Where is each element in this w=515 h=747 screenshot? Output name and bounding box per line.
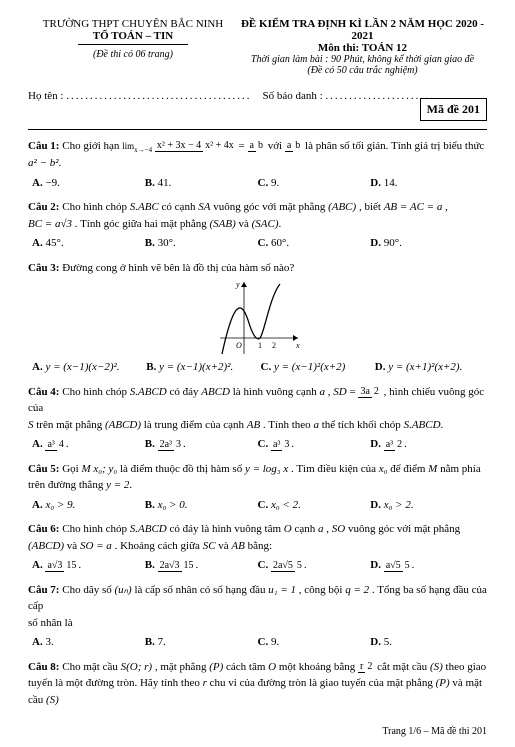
q6-D: D. a√55. bbox=[370, 557, 483, 574]
q1-B: B. 41. bbox=[145, 175, 258, 192]
question-3: Câu 3: Đường cong ở hình vẽ bên là đồ th… bbox=[28, 260, 487, 376]
q1-frac3: ab bbox=[285, 141, 302, 151]
svg-text:y: y bbox=[235, 280, 240, 289]
q1-frac1: x² + 3x − 4x² + 4x bbox=[155, 141, 236, 151]
q2-C: C. 60°. bbox=[258, 235, 371, 252]
exam-title: ĐỀ KIỂM TRA ĐỊNH KÌ LẦN 2 NĂM HỌC 2020 -… bbox=[238, 18, 487, 42]
q4-B: B. 2a³3. bbox=[145, 436, 258, 453]
underline-left bbox=[78, 44, 188, 45]
q1-A: A. −9. bbox=[32, 175, 145, 192]
q1-eq: = bbox=[239, 140, 248, 152]
school-name: TRƯỜNG THPT CHUYÊN BẮC NINH bbox=[28, 18, 238, 30]
q3-A: A. y = (x−1)(x−2)². bbox=[32, 359, 140, 376]
q3-D: D. y = (x+1)²(x+2). bbox=[375, 359, 483, 376]
svg-text:O: O bbox=[236, 341, 242, 350]
question-1: Câu 1: Cho giới hạn limx→−4 x² + 3x − 4x… bbox=[28, 138, 487, 191]
q3-label: Câu 3: bbox=[28, 262, 59, 274]
q3-graph: x y O 1 2 bbox=[214, 278, 302, 356]
q5-B: B. x₀ > 0. bbox=[145, 497, 258, 514]
q2-D: D. 90°. bbox=[370, 235, 483, 252]
q3-B: B. y = (x−1)(x+2)². bbox=[146, 359, 254, 376]
question-5: Câu 5: Gọi M x₀; y₀ là điểm thuộc đồ thị… bbox=[28, 461, 487, 514]
q1-D: D. 14. bbox=[370, 175, 483, 192]
candidate-row: Họ tên : ...............................… bbox=[28, 90, 487, 121]
dept-name: TỔ TOÁN – TIN bbox=[28, 30, 238, 42]
q2-choices: A. 45°. B. 30°. C. 60°. D. 90°. bbox=[28, 235, 487, 252]
svg-text:1: 1 bbox=[258, 341, 262, 350]
question-6: Câu 6: Cho hình chóp S.ABCD có đáy là hì… bbox=[28, 521, 487, 574]
q1-expr: a² − b² bbox=[28, 157, 59, 169]
q2-label: Câu 2: bbox=[28, 201, 59, 213]
q2-A: A. 45°. bbox=[32, 235, 145, 252]
q3-choices: A. y = (x−1)(x−2)². B. y = (x−1)(x+2)². … bbox=[28, 359, 487, 376]
separator bbox=[28, 129, 487, 130]
q1-C: C. 9. bbox=[258, 175, 371, 192]
sbd-label: Số báo danh : bbox=[262, 90, 322, 102]
question-8: Câu 8: Cho mặt cầu S(O; r) , mặt phẳng (… bbox=[28, 659, 487, 709]
q4-A: A. a³4. bbox=[32, 436, 145, 453]
q3-text: Đường cong ở hình vẽ bên là đồ thị của h… bbox=[62, 262, 294, 274]
q1-t3: là phân số tối giản. Tính giá trị biểu t… bbox=[305, 140, 484, 152]
q5-C: C. x₀ < 2. bbox=[258, 497, 371, 514]
question-2: Câu 2: Cho hình chóp S.ABC có cạnh SA vu… bbox=[28, 199, 487, 252]
q1-frac2: ab bbox=[248, 141, 265, 151]
q7-D: D. 5. bbox=[370, 634, 483, 651]
sbd-dots: ...................... bbox=[325, 90, 430, 102]
q7-C: C. 9. bbox=[258, 634, 371, 651]
q2-B: B. 30°. bbox=[145, 235, 258, 252]
q5-A: A. x₀ > 9. bbox=[32, 497, 145, 514]
q5-choices: A. x₀ > 9. B. x₀ > 0. C. x₀ < 2. D. x₀ >… bbox=[28, 497, 487, 514]
q7-A: A. 3. bbox=[32, 634, 145, 651]
footer: Trang 1/6 – Mã đề thi 201 bbox=[28, 726, 487, 737]
svg-text:x: x bbox=[295, 341, 300, 350]
q6-C: C. 2a√55. bbox=[258, 557, 371, 574]
header: TRƯỜNG THPT CHUYÊN BẮC NINH TỔ TOÁN – TI… bbox=[28, 18, 487, 76]
q-count: (Đề có 50 câu trắc nghiệm) bbox=[238, 65, 487, 76]
q4-C: C. a³3. bbox=[258, 436, 371, 453]
q1-label: Câu 1: bbox=[28, 140, 59, 152]
q6-A: A. a√315. bbox=[32, 557, 145, 574]
question-7: Câu 7: Cho dãy số (uₙ) là cấp số nhân có… bbox=[28, 582, 487, 651]
header-left: TRƯỜNG THPT CHUYÊN BẮC NINH TỔ TOÁN – TI… bbox=[28, 18, 238, 60]
q6-B: B. 2a√315. bbox=[145, 557, 258, 574]
exam-page: TRƯỜNG THPT CHUYÊN BẮC NINH TỔ TOÁN – TI… bbox=[0, 0, 515, 747]
q7-choices: A. 3. B. 7. C. 9. D. 5. bbox=[28, 634, 487, 651]
subject: Môn thi: TOÁN 12 bbox=[238, 42, 487, 54]
header-right: ĐỀ KIỂM TRA ĐỊNH KÌ LẦN 2 NĂM HỌC 2020 -… bbox=[238, 18, 487, 76]
duration: Thời gian làm bài : 90 Phút, không kể th… bbox=[238, 54, 487, 65]
question-4: Câu 4: Cho hình chóp S.ABCD có đáy ABCD … bbox=[28, 384, 487, 453]
name-label: Họ tên : bbox=[28, 90, 63, 102]
q7-B: B. 7. bbox=[145, 634, 258, 651]
page-note: (Đề thi có 06 trang) bbox=[28, 49, 238, 60]
q1-t1: Cho giới hạn bbox=[62, 140, 122, 152]
q4-D: D. a³2. bbox=[370, 436, 483, 453]
q1-choices: A. −9. B. 41. C. 9. D. 14. bbox=[28, 175, 487, 192]
name-dots: ....................................... bbox=[66, 90, 251, 102]
q5-D: D. x₀ > 2. bbox=[370, 497, 483, 514]
q1-t2: với bbox=[268, 140, 285, 152]
q6-choices: A. a√315. B. 2a√315. C. 2a√55. D. a√55. bbox=[28, 557, 487, 574]
q1-lim: limx→−4 bbox=[122, 141, 152, 151]
q3-C: C. y = (x−1)²(x+2) bbox=[261, 359, 369, 376]
svg-text:2: 2 bbox=[272, 341, 276, 350]
q4-choices: A. a³4. B. 2a³3. C. a³3. D. a³2. bbox=[28, 436, 487, 453]
